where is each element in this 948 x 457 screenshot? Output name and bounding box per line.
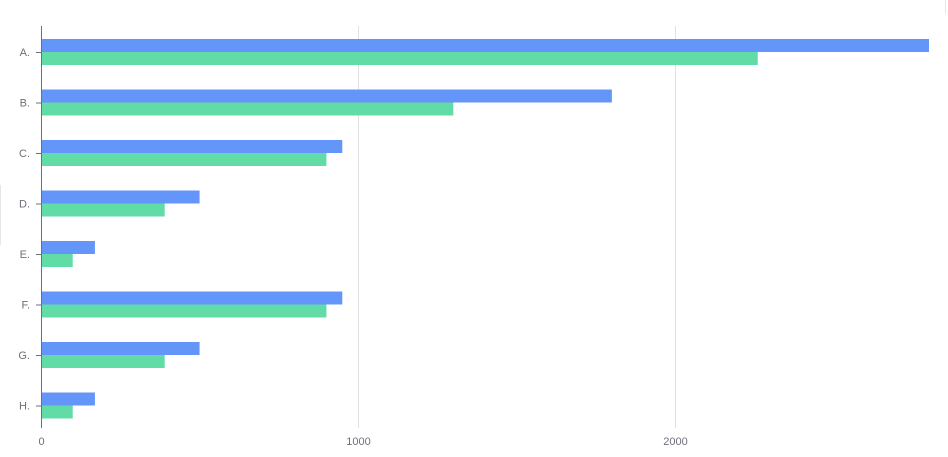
y-category-label: H. (19, 401, 30, 413)
grid-lines (358, 26, 676, 428)
bar-h-series-2 (41, 405, 73, 419)
frame-edge-right (945, 0, 946, 14)
y-category-label: E. (20, 249, 30, 261)
x-tick-label: 1000 (346, 436, 370, 448)
bar-c-series-1 (41, 140, 343, 153)
y-category-label: B. (20, 98, 30, 110)
x-tick-label: 2000 (663, 436, 687, 448)
y-category-label: G. (18, 350, 30, 362)
bar-a-series-2 (41, 52, 758, 65)
bar-a-series-1 (41, 39, 929, 52)
bar-d-series-1 (41, 190, 200, 204)
bar-h-series-1 (41, 392, 95, 406)
bar-b-series-1 (41, 89, 612, 103)
bar-e-series-2 (41, 254, 73, 267)
y-category-label: A. (20, 47, 30, 59)
bar-e-series-1 (41, 241, 95, 254)
frame-edge-left (0, 185, 1, 245)
bar-g-series-2 (41, 355, 165, 368)
x-tick-label: 0 (38, 436, 44, 448)
x-axis: 0 1000 2000 (38, 436, 687, 448)
bars (41, 39, 929, 419)
bar-c-series-2 (41, 153, 327, 166)
y-axis: A. B. C. D. E. F. G. H. (18, 26, 42, 428)
y-category-label: C. (19, 148, 30, 160)
bar-b-series-2 (41, 102, 454, 116)
y-category-label: D. (19, 199, 30, 211)
bar-d-series-2 (41, 203, 165, 217)
bar-f-series-1 (41, 291, 343, 305)
bar-f-series-2 (41, 304, 327, 318)
bar-g-series-1 (41, 342, 200, 355)
y-category-label: F. (21, 300, 30, 312)
